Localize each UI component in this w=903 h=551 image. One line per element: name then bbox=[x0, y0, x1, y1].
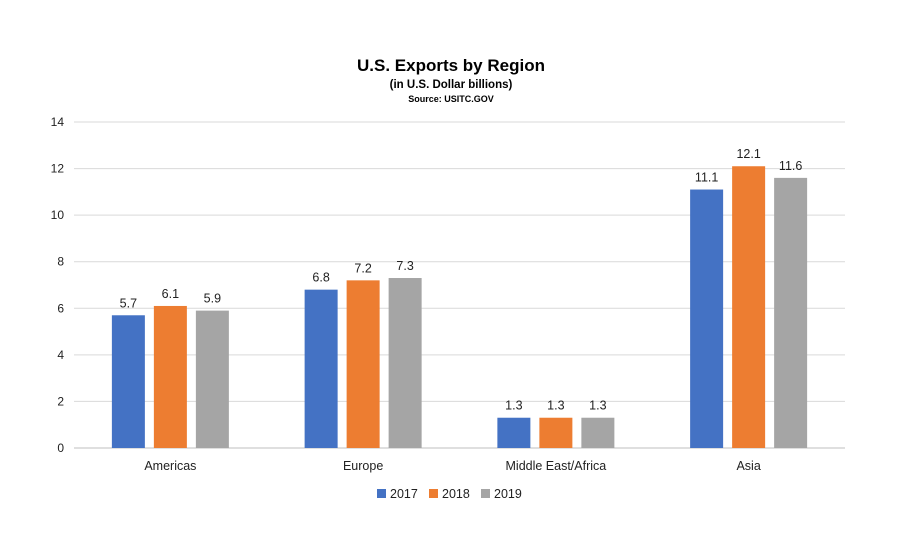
bar-2018-americas bbox=[153, 305, 187, 448]
data-label: 6.8 bbox=[312, 271, 329, 285]
bar-2019-middle-east-africa bbox=[581, 417, 615, 448]
legend-label: 2019 bbox=[494, 487, 522, 501]
bar-2019-europe bbox=[388, 278, 422, 448]
x-category-label: Asia bbox=[736, 459, 760, 473]
data-label: 1.3 bbox=[589, 399, 606, 413]
chart-source: Source: USITC.GOV bbox=[408, 94, 494, 104]
bar-2019-americas bbox=[195, 310, 229, 448]
data-label: 11.6 bbox=[779, 159, 802, 173]
legend-label: 2017 bbox=[390, 487, 418, 501]
bar-2019-asia bbox=[774, 177, 808, 448]
data-label: 5.9 bbox=[204, 292, 221, 306]
y-tick-label: 6 bbox=[57, 301, 64, 315]
chart-subtitle: (in U.S. Dollar billions) bbox=[390, 79, 513, 91]
bar-2018-middle-east-africa bbox=[539, 417, 573, 448]
gridlines bbox=[74, 121, 845, 449]
y-tick-label: 10 bbox=[51, 208, 65, 222]
y-tick-label: 0 bbox=[57, 441, 64, 455]
bars bbox=[111, 166, 808, 448]
bar-2017-asia bbox=[690, 189, 724, 448]
data-label: 6.1 bbox=[162, 287, 179, 301]
x-category-label: Middle East/Africa bbox=[506, 459, 607, 473]
y-axis-ticks: 0 2 4 6 8 10 12 14 bbox=[51, 115, 65, 455]
legend-swatch bbox=[429, 489, 438, 498]
y-tick-label: 12 bbox=[51, 162, 65, 176]
legend-label: 2018 bbox=[442, 487, 470, 501]
legend: 2017 2018 2019 bbox=[377, 487, 522, 501]
x-axis-categories: Americas Europe Middle East/Africa Asia bbox=[144, 459, 760, 473]
y-tick-label: 14 bbox=[51, 115, 65, 129]
data-label: 1.3 bbox=[547, 399, 564, 413]
data-label: 7.3 bbox=[396, 259, 413, 273]
chart-title: U.S. Exports by Region bbox=[357, 56, 545, 75]
data-label: 7.2 bbox=[354, 261, 371, 275]
data-labels: 5.7 6.1 5.9 6.8 7.2 7.3 1.3 1.3 1.3 11.1 12.1 11.6 bbox=[120, 147, 803, 412]
y-tick-label: 4 bbox=[57, 348, 64, 362]
data-label: 1.3 bbox=[505, 399, 522, 413]
data-label: 11.1 bbox=[695, 171, 718, 185]
bar-2018-asia bbox=[732, 166, 766, 448]
bar-2017-middle-east-africa bbox=[497, 417, 531, 448]
legend-swatch bbox=[481, 489, 490, 498]
bar-2017-europe bbox=[304, 289, 338, 448]
bar-2018-europe bbox=[346, 280, 380, 448]
data-label: 12.1 bbox=[736, 147, 760, 161]
x-category-label: Europe bbox=[343, 459, 383, 473]
x-category-label: Americas bbox=[144, 459, 196, 473]
bar-2017-americas bbox=[111, 315, 145, 448]
y-tick-label: 2 bbox=[57, 394, 64, 408]
data-label: 5.7 bbox=[120, 296, 137, 310]
legend-swatch bbox=[377, 489, 386, 498]
y-tick-label: 8 bbox=[57, 255, 64, 269]
